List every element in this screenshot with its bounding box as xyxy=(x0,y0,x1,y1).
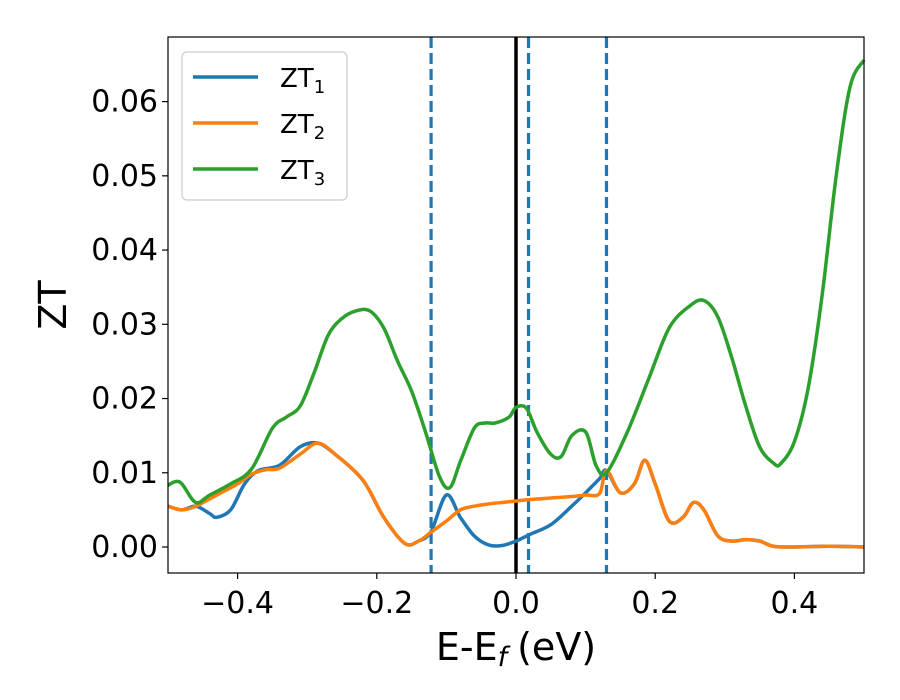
vertical-reference-lines xyxy=(429,37,609,573)
legend-label-zt3: ZT3 xyxy=(280,156,325,190)
x-tick-label: −0.2 xyxy=(340,586,413,621)
legend-label-zt1: ZT1 xyxy=(280,64,325,98)
x-axis-label-unit: (eV) xyxy=(517,625,596,669)
y-tick-label: 0.03 xyxy=(91,307,158,342)
y-tick-label: 0.00 xyxy=(91,530,158,565)
axis-ticks: −0.4 −0.2 0.0 0.2 0.4 0.00 0.01 0.02 0.03 0.04 0.0… xyxy=(91,85,818,621)
x-tick-label: 0.4 xyxy=(771,586,819,621)
y-tick-label: 0.06 xyxy=(91,85,158,120)
x-axis-label-main: E-E xyxy=(436,625,498,669)
y-tick-label: 0.05 xyxy=(91,159,158,194)
x-tick-label: −0.4 xyxy=(201,586,274,621)
y-axis-label: ZT xyxy=(31,280,75,330)
y-tick-label: 0.02 xyxy=(91,382,158,417)
x-tick-label: 0.2 xyxy=(631,586,679,621)
legend-label-zt2: ZT2 xyxy=(280,110,325,144)
plot-frame xyxy=(167,36,865,574)
y-tick-label: 0.01 xyxy=(91,456,158,491)
series-line-zt3 xyxy=(167,59,866,505)
series-line-zt2 xyxy=(167,441,865,549)
y-tick-label: 0.04 xyxy=(91,233,158,268)
legend: ZT1 ZT2 ZT3 xyxy=(181,51,348,201)
series-lines xyxy=(167,59,866,549)
x-tick-label: 0.0 xyxy=(492,586,540,621)
legend-box xyxy=(181,51,348,201)
x-axis-label: E-Ef (eV) xyxy=(436,625,596,673)
